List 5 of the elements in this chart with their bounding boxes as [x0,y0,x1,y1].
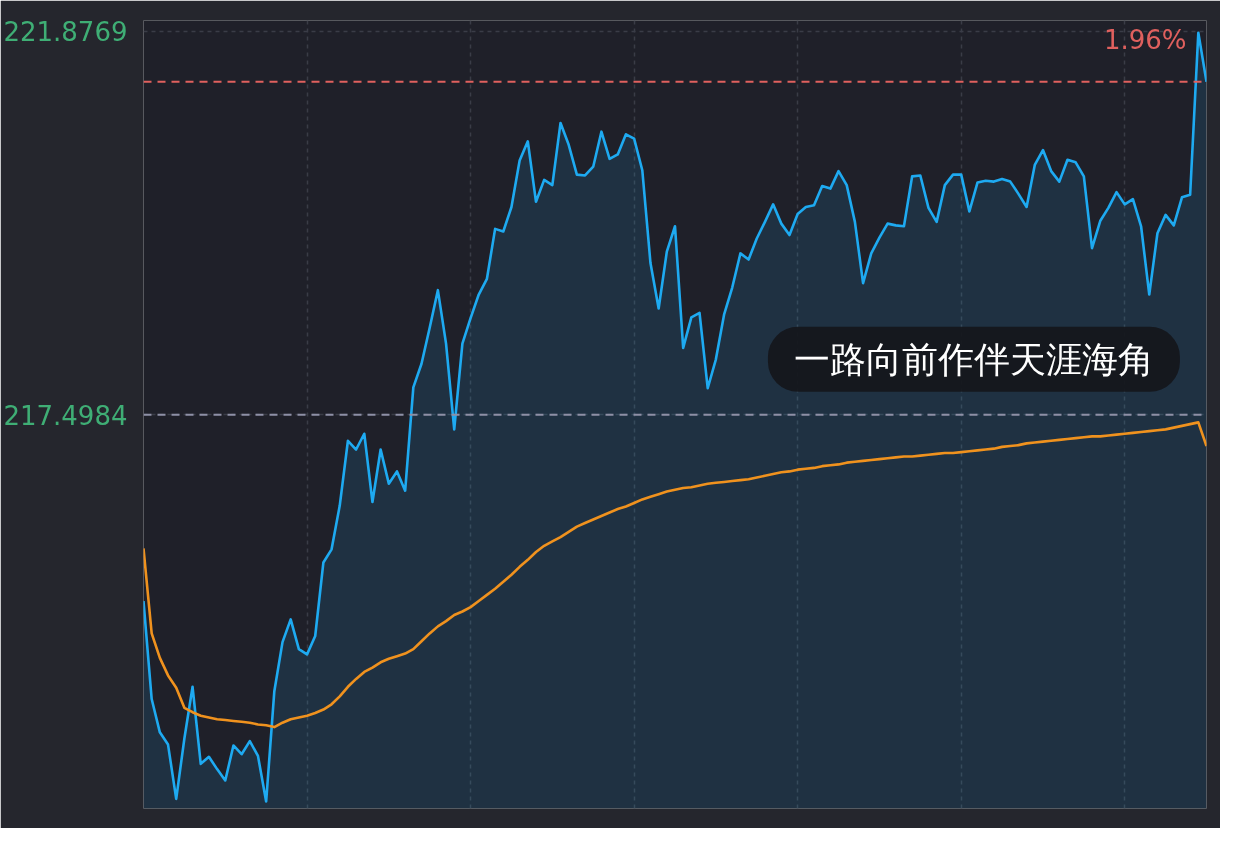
y-tick-label: 221.8769 [3,17,128,48]
annotation: 一路向前作伴天涯海角 [793,338,1154,380]
y-tick-label: 217.4984 [3,400,128,431]
line-series [143,421,1207,729]
annotation: 1.96% [1103,24,1187,55]
